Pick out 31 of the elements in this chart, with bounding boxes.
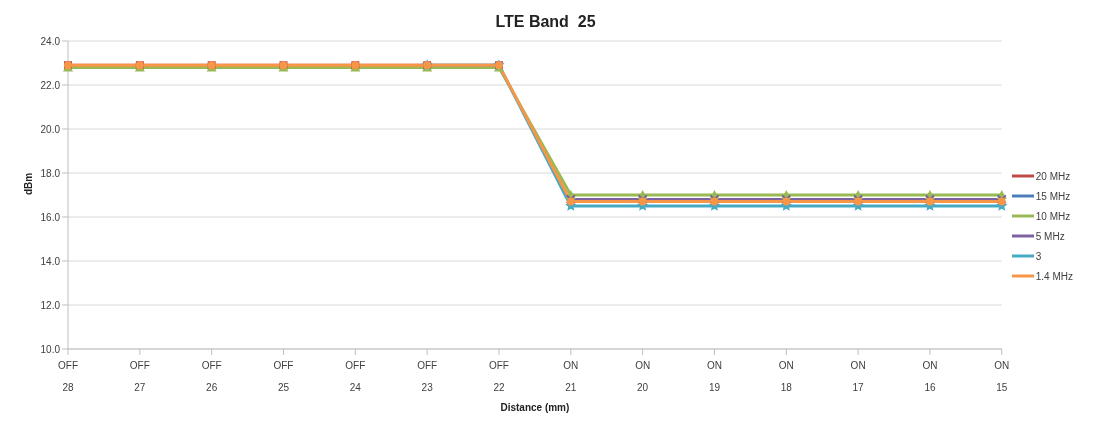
x-tick-label: ON 21 (563, 360, 579, 393)
y-tick-label: 20.0 (40, 123, 61, 135)
x-tick-label: OFF 27 (129, 360, 150, 393)
y-tick-label: 24.0 (40, 35, 61, 47)
x-tick-label: ON 19 (706, 360, 722, 393)
x-tick-label: OFF 25 (273, 360, 294, 393)
y-tick-label: 16.0 (40, 211, 61, 223)
x-tick-label: OFF 26 (201, 360, 222, 393)
y-tick-label: 18.0 (40, 167, 61, 179)
y-tick-label: 10.0 (40, 343, 61, 355)
y-tick-label: 14.0 (40, 255, 61, 267)
chart-title: LTE Band 25 (494, 12, 597, 32)
legend-label: 5 MHz (1035, 230, 1065, 242)
x-tick-label: ON 17 (850, 360, 866, 393)
legend-label: 1.4 MHz (1035, 270, 1073, 282)
legend-label: 15 MHz (1035, 190, 1071, 202)
x-tick-label: ON 18 (778, 360, 794, 393)
x-tick-label: ON 16 (922, 360, 938, 393)
y-axis-title: dBm (22, 172, 34, 195)
legend-label: 3 (1035, 250, 1042, 262)
x-tick-label: ON 20 (635, 360, 651, 393)
x-tick-label: ON 15 (994, 360, 1010, 393)
x-tick-label: OFF 28 (58, 360, 78, 393)
legend-label: 10 MHz (1035, 210, 1071, 222)
x-tick-label: OFF 22 (488, 360, 509, 393)
y-tick-label: 22.0 (40, 79, 61, 91)
x-tick-label: OFF 23 (417, 360, 438, 393)
y-tick-label: 12.0 (40, 299, 61, 311)
x-axis-title: Distance (mm) (500, 402, 570, 413)
legend-label: 20 MHz (1035, 170, 1071, 182)
x-tick-label: OFF 24 (345, 360, 366, 393)
